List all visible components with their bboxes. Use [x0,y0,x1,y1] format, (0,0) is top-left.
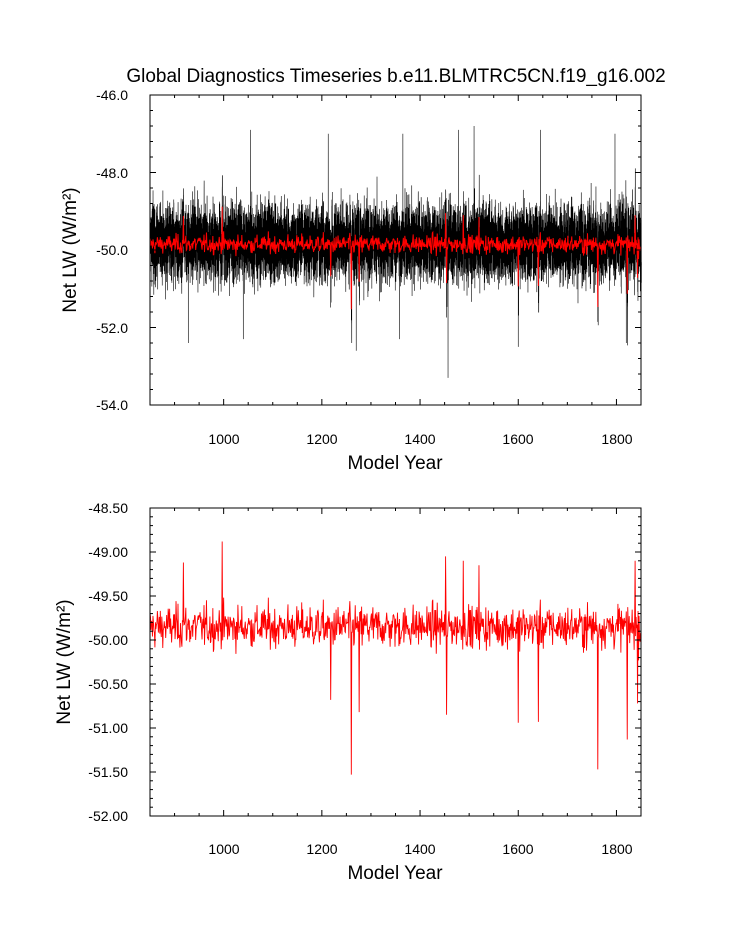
y-tick-label: -49.00 [88,544,128,560]
y-tick-label: -51.00 [88,720,128,736]
y-tick-label: -52.00 [88,808,128,824]
annual-series-line [149,206,642,310]
x-tick-label: 1000 [208,841,239,857]
bottom-y-tick-labels: -48.50 -49.00 -49.50 -50.00 -50.50 -51.0… [88,500,128,824]
y-tick-label: -52.0 [96,320,128,336]
x-tick-label: 1600 [502,841,533,857]
x-tick-label: 1400 [404,841,435,857]
y-tick-label: -50.0 [96,242,128,258]
top-axis-ticks [150,94,642,406]
x-tick-label: 1200 [306,841,337,857]
x-tick-label: 1400 [404,431,435,447]
chart-title: Global Diagnostics Timeseries b.e11.BLMT… [126,66,665,87]
annual-series [149,541,642,775]
y-tick-label: -46.0 [96,87,128,103]
top-y-tick-labels: -46.0 -48.0 -50.0 -52.0 -54.0 [96,87,128,413]
bottom-panel: -48.50 -49.00 -49.50 -50.00 -50.50 -51.0… [54,500,642,884]
bottom-plot-frame [149,507,642,817]
x-tick-label: 1800 [601,841,632,857]
y-tick-label: -50.50 [88,676,128,692]
bottom-y-axis-label: Net LW (W/m²) [54,599,75,724]
y-tick-label: -50.00 [88,632,128,648]
x-tick-label: 1000 [208,431,239,447]
y-tick-label: -51.50 [88,764,128,780]
annual-series-line [149,541,642,775]
x-tick-label: 1200 [306,431,337,447]
top-y-axis-label: Net LW (W/m²) [60,187,81,312]
y-tick-label: -49.50 [88,588,128,604]
monthly-series-line [149,125,642,378]
bottom-x-axis-label: Model Year [347,863,443,884]
y-tick-label: -48.0 [96,165,128,181]
x-tick-label: 1600 [502,431,533,447]
top-panel: -46.0 -48.0 -50.0 -52.0 -54.0 1000 1200 … [60,87,642,474]
top-x-axis-label: Model Year [347,453,443,474]
annual-series-overlay [149,206,642,310]
bottom-axis-ticks [150,507,642,817]
monthly-series [149,125,642,378]
x-tick-label: 1800 [601,431,632,447]
top-x-tick-labels: 1000 1200 1400 1600 1800 [208,431,632,447]
y-tick-label: -48.50 [88,500,128,516]
y-tick-label: -54.0 [96,397,128,413]
bottom-x-tick-labels: 1000 1200 1400 1600 1800 [208,841,632,857]
